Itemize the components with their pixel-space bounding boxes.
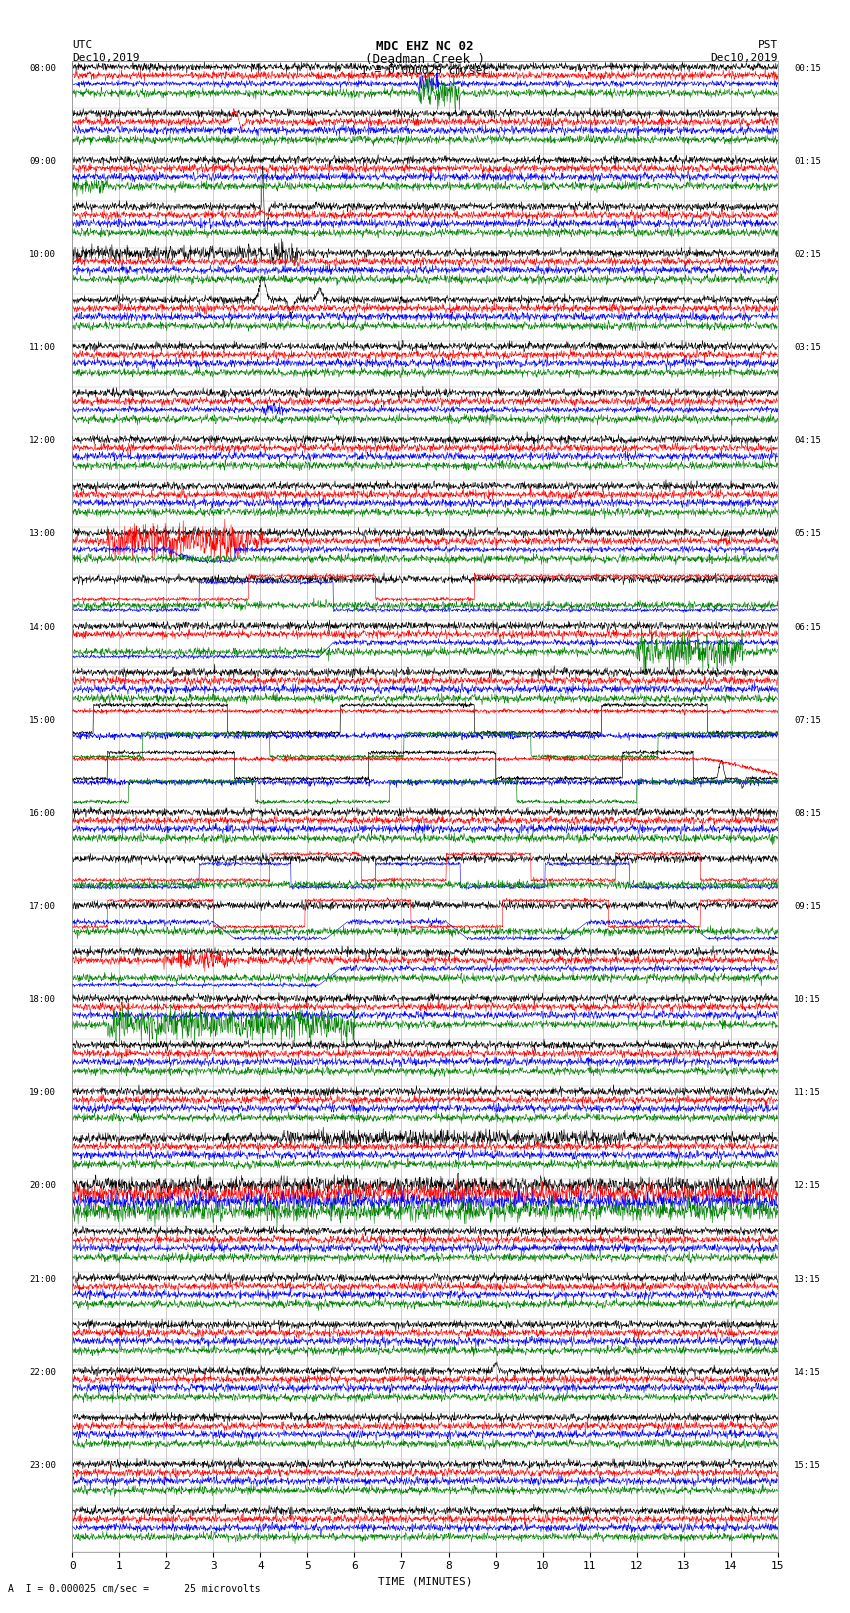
Text: 04:15: 04:15 <box>794 436 821 445</box>
Text: 10:00: 10:00 <box>29 250 56 260</box>
Text: PST: PST <box>757 40 778 50</box>
Text: 15:15: 15:15 <box>794 1461 821 1469</box>
Text: (Deadman Creek ): (Deadman Creek ) <box>365 53 485 66</box>
Text: A  I = 0.000025 cm/sec =      25 microvolts: A I = 0.000025 cm/sec = 25 microvolts <box>8 1584 261 1594</box>
Text: 00:15: 00:15 <box>794 63 821 73</box>
Text: 11:00: 11:00 <box>29 344 56 352</box>
Text: 12:00: 12:00 <box>29 436 56 445</box>
Text: 08:00: 08:00 <box>29 63 56 73</box>
Text: 16:00: 16:00 <box>29 808 56 818</box>
Text: 15:00: 15:00 <box>29 716 56 724</box>
Text: 23:00: 23:00 <box>29 1461 56 1469</box>
Text: I = 0.000025 cm/sec: I = 0.000025 cm/sec <box>361 66 489 76</box>
Text: 17:00: 17:00 <box>29 902 56 911</box>
Text: 11:15: 11:15 <box>794 1089 821 1097</box>
Text: 13:15: 13:15 <box>794 1274 821 1284</box>
Text: 13:00: 13:00 <box>29 529 56 539</box>
Text: 10:15: 10:15 <box>794 995 821 1005</box>
Text: Dec10,2019: Dec10,2019 <box>711 53 778 63</box>
Text: 19:00: 19:00 <box>29 1089 56 1097</box>
Text: 12:15: 12:15 <box>794 1181 821 1190</box>
Text: UTC: UTC <box>72 40 93 50</box>
X-axis label: TIME (MINUTES): TIME (MINUTES) <box>377 1578 473 1587</box>
Text: 18:00: 18:00 <box>29 995 56 1005</box>
Text: 05:15: 05:15 <box>794 529 821 539</box>
Text: 14:00: 14:00 <box>29 623 56 632</box>
Text: 07:15: 07:15 <box>794 716 821 724</box>
Text: 22:00: 22:00 <box>29 1368 56 1378</box>
Text: Dec10,2019: Dec10,2019 <box>72 53 139 63</box>
Text: 03:15: 03:15 <box>794 344 821 352</box>
Text: 08:15: 08:15 <box>794 808 821 818</box>
Text: 01:15: 01:15 <box>794 156 821 166</box>
Text: 20:00: 20:00 <box>29 1181 56 1190</box>
Text: 02:15: 02:15 <box>794 250 821 260</box>
Text: 09:15: 09:15 <box>794 902 821 911</box>
Text: 21:00: 21:00 <box>29 1274 56 1284</box>
Text: 14:15: 14:15 <box>794 1368 821 1378</box>
Text: 09:00: 09:00 <box>29 156 56 166</box>
Text: 06:15: 06:15 <box>794 623 821 632</box>
Text: MDC EHZ NC 02: MDC EHZ NC 02 <box>377 40 473 53</box>
